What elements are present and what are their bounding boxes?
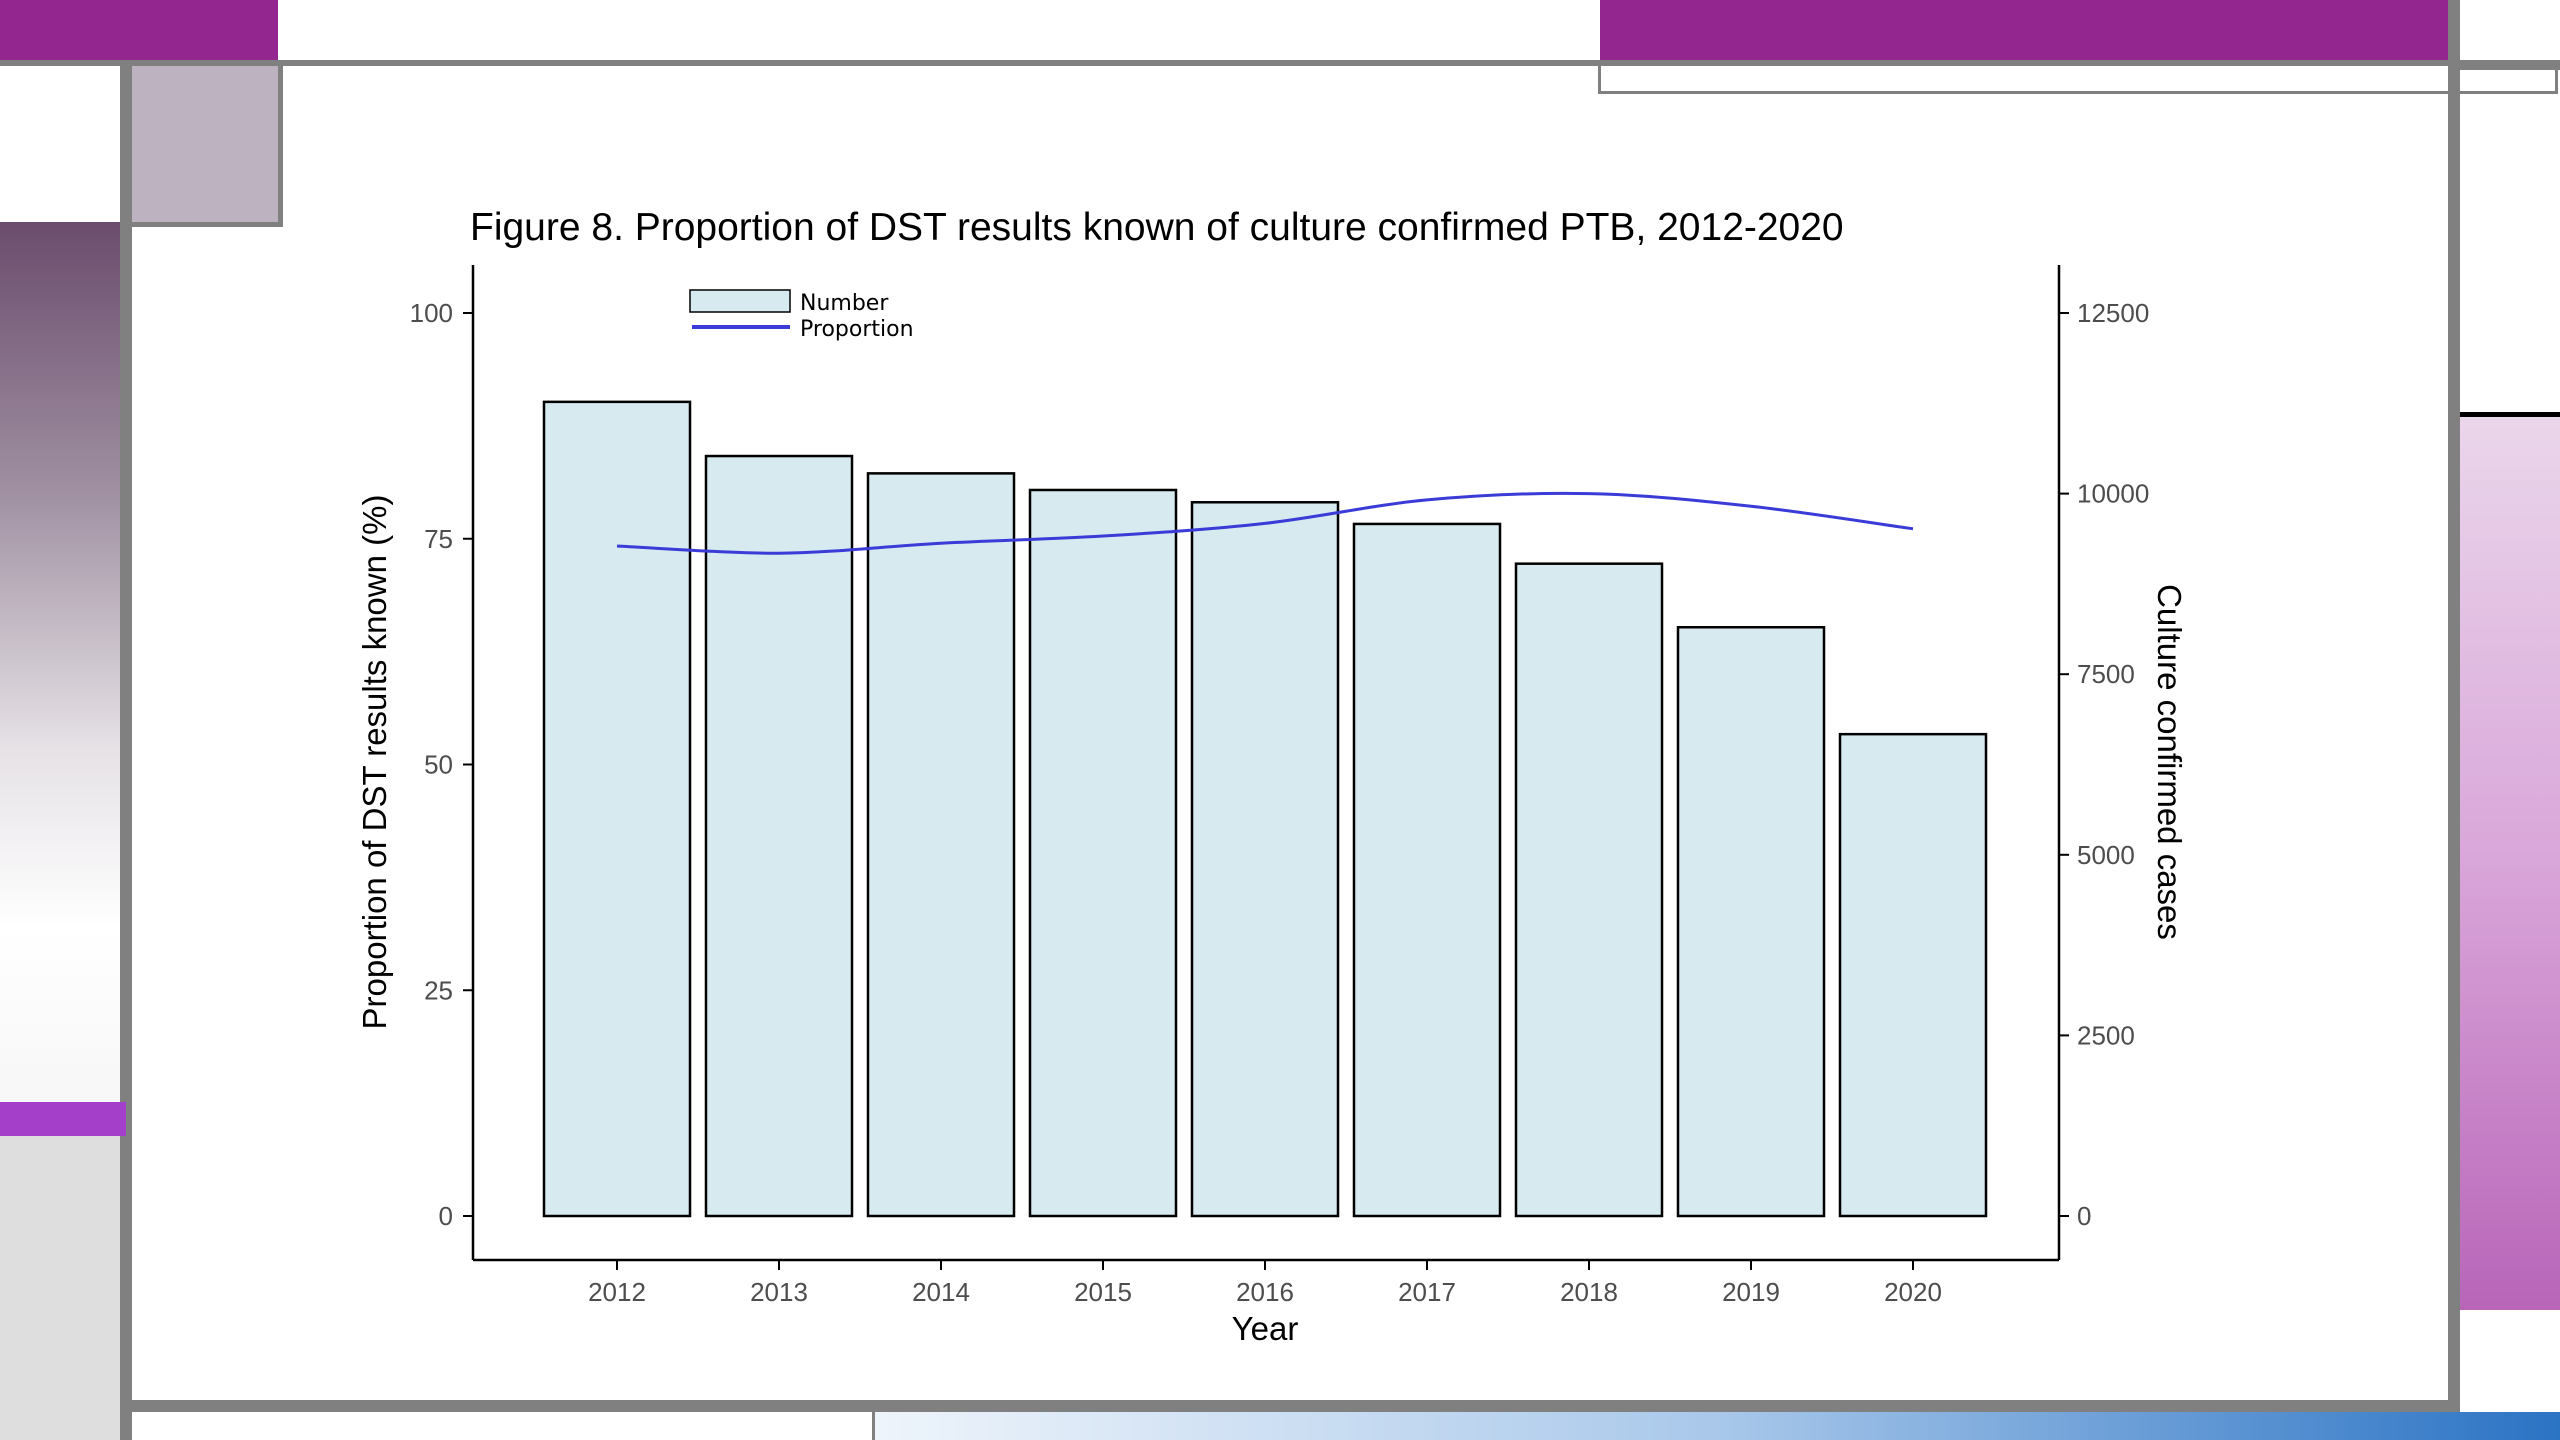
proportion-line (616, 491, 1914, 555)
y-axis-title: Proportion of DST results known (%) (356, 495, 393, 1030)
y2-tick-label: 5000 (2077, 840, 2135, 870)
left-frame-line (120, 60, 132, 1440)
x-tick-label-2017: 2017 (1398, 1277, 1456, 1307)
x-tick-label-2015: 2015 (1074, 1277, 1132, 1307)
line-layer (616, 491, 1914, 555)
bar-2018 (1514, 562, 1664, 1218)
left-bottom-gray-panel (0, 1136, 120, 1440)
x-axis-title: Year (1232, 1310, 1299, 1347)
bar-2015 (1028, 488, 1178, 1218)
bars-layer (542, 400, 1988, 1218)
mauve-block (132, 66, 283, 227)
right-dark-line (2460, 412, 2560, 417)
left-gradient-panel (0, 222, 120, 1102)
legend: Number Proportion (689, 289, 914, 342)
bar-2019 (1676, 625, 1826, 1218)
x-tick-label-2018: 2018 (1560, 1277, 1618, 1307)
y2-tick-label: 7500 (2077, 659, 2135, 689)
x-tick-label-2020: 2020 (1884, 1277, 1942, 1307)
top-right-purple-bar (1600, 0, 2448, 60)
y2-tick-label: 0 (2077, 1201, 2091, 1231)
x-tick-label-2016: 2016 (1236, 1277, 1294, 1307)
bar-2014 (866, 472, 1016, 1218)
y2-tick-label: 10000 (2077, 479, 2149, 509)
top-right-frame-outline (1598, 66, 2558, 94)
y2-tick-label: 12500 (2077, 298, 2149, 328)
legend-number-swatch (689, 289, 791, 313)
x-tick-label-2014: 2014 (912, 1277, 970, 1307)
right-frame-line (2448, 0, 2460, 1440)
y-tick-label: 75 (424, 524, 453, 554)
right-gradient-panel (2460, 417, 2560, 1310)
bottom-blue-gradient-bar (872, 1412, 2560, 1440)
top-left-purple-bar (0, 0, 278, 62)
bar-2020 (1838, 732, 1988, 1218)
top-frame-line (0, 60, 2560, 66)
legend-proportion-label: Proportion (800, 317, 914, 342)
x-tick-label-2019: 2019 (1722, 1277, 1780, 1307)
bar-2012 (542, 400, 692, 1218)
bar-2017 (1352, 522, 1502, 1218)
left-purple-accent (0, 1102, 126, 1136)
bar-2013 (704, 454, 854, 1218)
y-tick-label: 100 (410, 298, 453, 328)
y-tick-label: 25 (424, 975, 453, 1005)
bottom-frame-line (132, 1400, 2448, 1412)
x-tick-label-2012: 2012 (588, 1277, 646, 1307)
y2-axis-title: Culture confirmed cases (2151, 584, 2188, 940)
y-tick-label: 50 (424, 750, 453, 780)
x-axis-ticks: 2012 2013 2014 2015 2016 2017 2018 2019 2020 (588, 1260, 1942, 1307)
right-thin-line (2460, 66, 2560, 70)
x-tick-label-2013: 2013 (750, 1277, 808, 1307)
y-tick-label: 0 (439, 1201, 453, 1231)
right-axis-ticks: 0 2500 5000 7500 10000 12500 (2059, 298, 2149, 1231)
chart-title: Figure 8. Proportion of DST results know… (470, 206, 1844, 249)
legend-number-label: Number (800, 291, 889, 316)
y2-tick-label: 2500 (2077, 1020, 2135, 1050)
left-axis-ticks: 0 25 50 75 100 (410, 298, 473, 1231)
bar-2016 (1190, 501, 1340, 1218)
